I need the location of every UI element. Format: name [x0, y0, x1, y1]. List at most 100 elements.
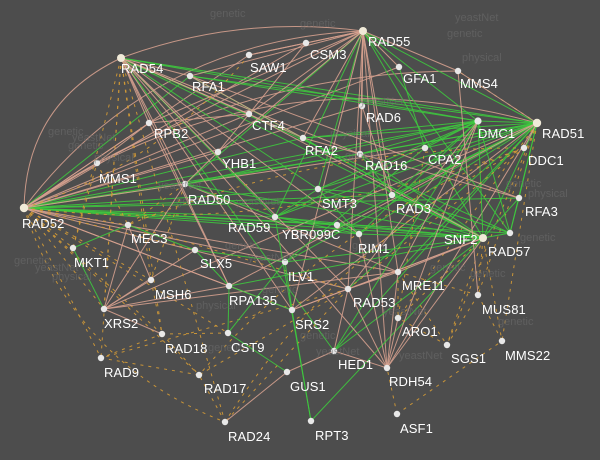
edge-SMT3-RAD3[interactable] [317, 188, 393, 196]
edge-DMC1-RAD50[interactable] [184, 120, 479, 185]
node-RAD9[interactable] [97, 354, 105, 362]
edge-RAD51-RFA1[interactable] [189, 75, 538, 124]
edge-RAD55-GFA1[interactable] [362, 30, 400, 68]
edge-CTF4-RPB2[interactable] [148, 113, 250, 124]
edge-RAD55-CTF4[interactable] [248, 30, 364, 115]
edge-RAD54-SMT3[interactable] [120, 57, 319, 190]
edge-RAD55-RAD57[interactable] [362, 30, 511, 234]
edge-RAD52-XRS2[interactable] [23, 207, 105, 310]
edge-MRE11-SGS1[interactable] [397, 271, 448, 346]
edge-RAD51-RFA2[interactable] [302, 122, 538, 139]
edge-SNF2-RPA135[interactable] [228, 237, 484, 287]
node-RAD53[interactable] [344, 285, 352, 293]
edge-RAD51-XRS2[interactable] [103, 122, 538, 310]
edge-RFA1-RFA3[interactable] [189, 75, 520, 199]
node-RAD24[interactable] [221, 418, 229, 426]
edge-RAD55-MMS1[interactable] [96, 30, 364, 164]
edge-RAD53-RAD9[interactable] [100, 288, 349, 359]
edge-RAD55-RAD3[interactable] [362, 30, 393, 196]
node-ASF1[interactable] [393, 410, 401, 418]
node-RPA135[interactable] [225, 282, 233, 290]
edge-RAD18-CST9[interactable] [161, 332, 229, 335]
edge-DMC1-MRE11[interactable] [397, 120, 479, 273]
node-SNF2[interactable] [479, 234, 487, 242]
edge-RAD54-RAD18[interactable] [120, 57, 163, 335]
edge-GUS1-HED1[interactable] [286, 350, 335, 373]
edge-SNF2-MMS22[interactable] [482, 237, 503, 342]
edge-RAD53-RDH54[interactable] [347, 288, 388, 369]
edge-DMC1-RIM1[interactable] [358, 120, 479, 235]
node-DDC1[interactable] [520, 144, 528, 152]
edge-SNF2-RIM1[interactable] [358, 233, 484, 239]
edge-YHB1-RAD50[interactable] [184, 151, 219, 185]
edge-SNF2-RFA3[interactable] [482, 197, 520, 239]
edge-SNF2-CTF4[interactable] [248, 113, 484, 239]
node-SRS2[interactable] [288, 306, 296, 314]
edge-RPA135-SRS2[interactable] [228, 285, 293, 311]
edge-SNF2-RAD57[interactable] [482, 232, 511, 239]
node-RAD57[interactable] [506, 229, 514, 237]
edge-RAD50-XRS2[interactable] [103, 183, 186, 310]
edge-RAD52-RFA2[interactable] [23, 137, 304, 209]
edge-RAD52-SMT3[interactable] [23, 188, 319, 209]
node-YHB1[interactable] [214, 148, 222, 156]
edge-RAD52-RAD17[interactable] [23, 207, 200, 376]
edge-RAD51-RFA3[interactable] [518, 122, 538, 199]
edge-SNF2-HED1[interactable] [333, 237, 484, 352]
edge-RAD54-MKT1[interactable] [72, 57, 122, 249]
node-RIM1[interactable] [355, 230, 363, 238]
edge-RAD52-MSH6[interactable] [23, 207, 152, 281]
edge-RAD51-MUS81[interactable] [477, 122, 538, 296]
edge-SMT3-RIM1[interactable] [317, 188, 360, 235]
edge-DMC1-RAD57[interactable] [477, 120, 511, 234]
node-CTF4[interactable] [245, 110, 253, 118]
edge-RAD24-GUS1[interactable] [224, 371, 288, 423]
edge-XRS2-RPA135[interactable] [103, 285, 230, 310]
edge-RAD51-RAD59[interactable] [274, 122, 538, 218]
node-CSM3[interactable] [302, 39, 310, 47]
node-GUS1[interactable] [283, 368, 291, 376]
edge-MSH6-RAD18[interactable] [150, 279, 163, 335]
edge-SNF2-ARO1[interactable] [397, 237, 484, 319]
edge-RAD52-SNF2[interactable] [23, 207, 484, 239]
node-MEC3[interactable] [124, 221, 132, 229]
node-SGS1[interactable] [443, 341, 451, 349]
node-SAW1[interactable] [245, 51, 253, 59]
edge-RAD54-RAD55[interactable] [120, 26, 364, 59]
edge-MUS81-MMS4[interactable] [457, 70, 479, 296]
edge-MMS4-RAD51[interactable] [457, 70, 538, 124]
edge-RAD54-RPA135[interactable] [120, 57, 230, 287]
edge-SNF2-RFA2[interactable] [302, 137, 484, 239]
edge-MMS1-RPB2[interactable] [96, 122, 150, 164]
node-XRS2[interactable] [100, 305, 108, 313]
node-RAD54[interactable] [117, 54, 125, 62]
edge-RAD53-HED1[interactable] [333, 288, 349, 352]
edge-SNF2-RAD50[interactable] [184, 183, 484, 239]
edge-RAD52-MEC3[interactable] [23, 207, 129, 226]
edge-RAD51-DMC1[interactable] [477, 120, 538, 124]
edge-RAD54-RAD9[interactable] [100, 57, 122, 359]
edge-RDH54-RIM1[interactable] [358, 233, 388, 369]
edge-XRS2-MEC3[interactable] [103, 224, 129, 310]
edge-RFA1-RFA2[interactable] [189, 75, 304, 139]
edge-RAD51-RAD54[interactable] [120, 57, 538, 124]
edge-RAD54-SNF2[interactable] [120, 57, 484, 239]
edge-RAD51-SNF2[interactable] [482, 122, 538, 239]
edge-RAD53-RAD24[interactable] [224, 288, 349, 423]
edge-RAD55-SNF2[interactable] [362, 30, 484, 239]
edge-RAD6-RAD16[interactable] [359, 105, 363, 155]
edge-RAD54-YHB1[interactable] [120, 57, 219, 153]
edge-SNF2-DMC1[interactable] [477, 120, 484, 239]
edge-ILV1-SRS2[interactable] [284, 261, 293, 311]
edge-RAD53-SRS2[interactable] [291, 288, 349, 311]
edge-SNF2-MUS81[interactable] [477, 237, 484, 296]
edge-CST9-ILV1[interactable] [227, 261, 286, 334]
edge-DMC1-RDH54[interactable] [386, 120, 479, 369]
edge-YHB1-CTF4[interactable] [217, 113, 250, 153]
edge-MUS81-SGS1[interactable] [446, 294, 479, 346]
edge-DMC1-RFA2[interactable] [302, 120, 479, 139]
edge-RPT3-RAD59[interactable] [274, 216, 312, 422]
node-RAD51[interactable] [532, 118, 542, 128]
edge-RAD51-ILV1[interactable] [284, 122, 538, 263]
